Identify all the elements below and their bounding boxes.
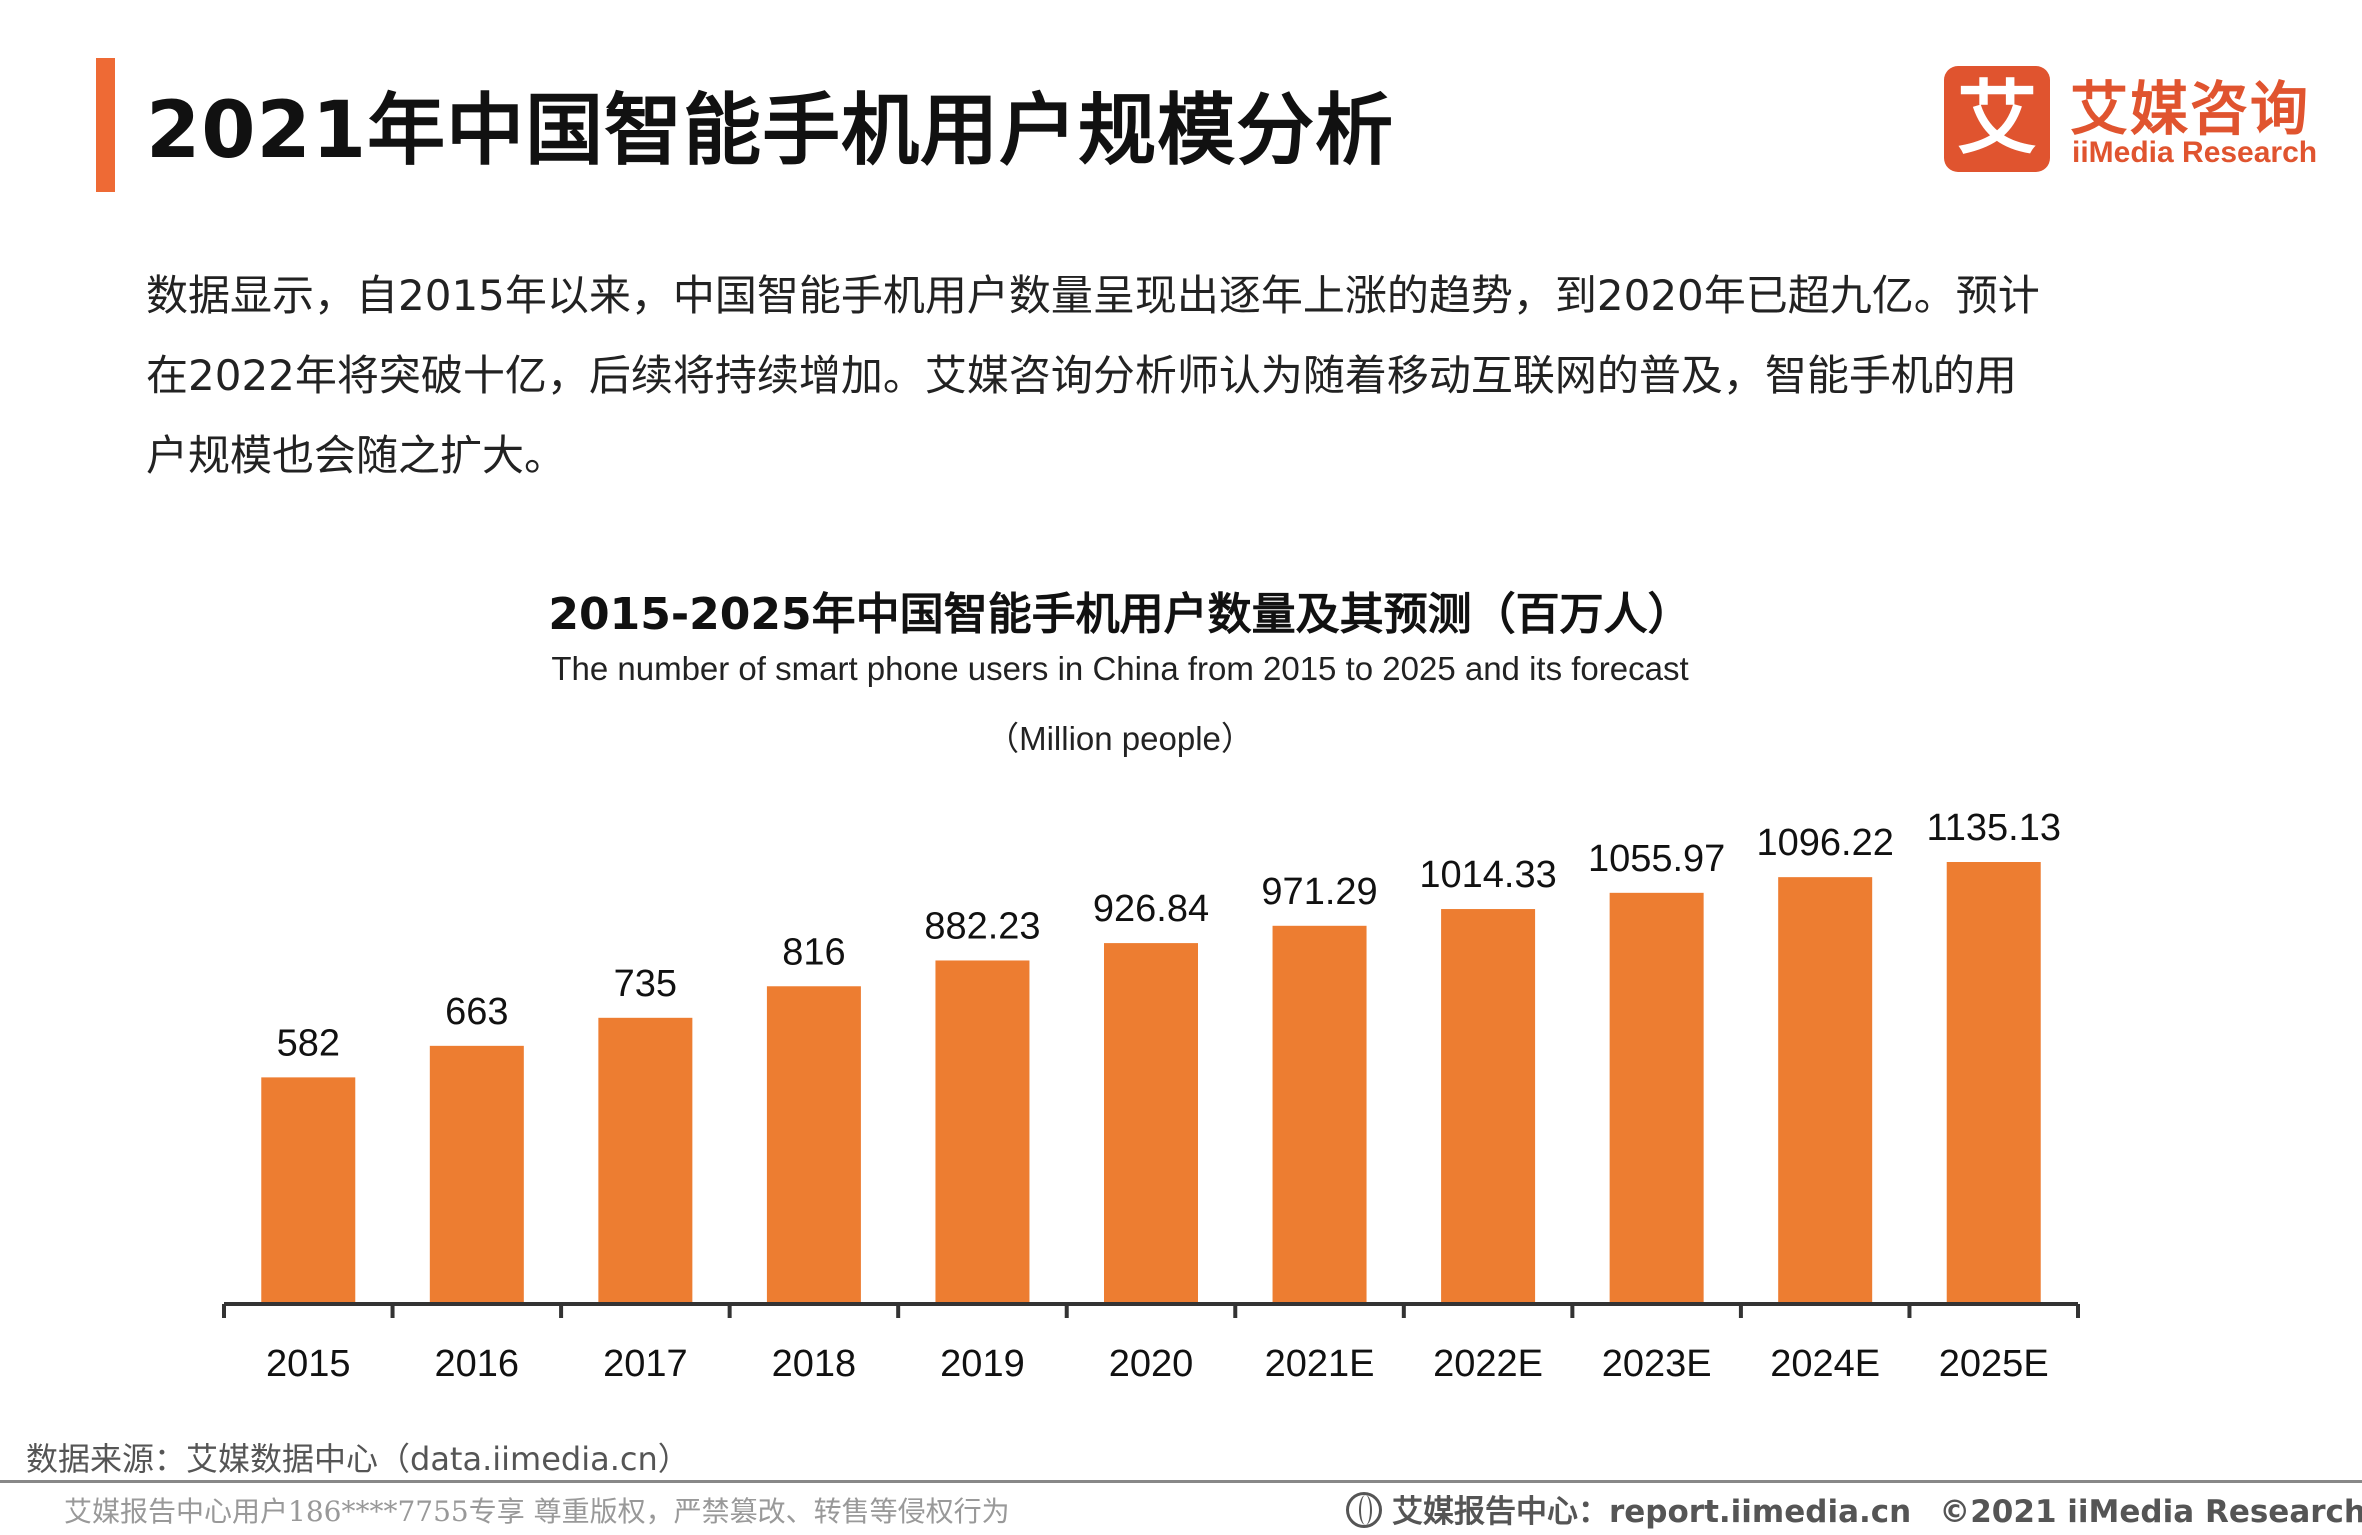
bar: [429, 1045, 524, 1304]
x-tick-label: 2024E: [1770, 1343, 1880, 1385]
copyright: ©2021 iiMedia Research Inc: [1939, 1494, 2362, 1530]
data-label: 1135.13: [1926, 807, 2061, 849]
bar-chart: 582 2015 663 2016 735 2017 816 2018 882.23 2019 92…: [222, 807, 2080, 1385]
data-label: 882.23: [924, 905, 1040, 947]
bar: [1104, 943, 1198, 1304]
x-tick-label: 2022E: [1433, 1343, 1543, 1385]
description-line: 户规模也会随之扩大。: [146, 431, 567, 480]
bar: [1272, 925, 1367, 1304]
description: 数据显示，自2015年以来，中国智能手机用户数量呈现出逐年上涨的趋势，到2020…: [146, 256, 2146, 496]
x-tick-label: 2017: [603, 1343, 688, 1385]
bar: [766, 986, 861, 1304]
bar: [261, 1077, 356, 1304]
bar: [1946, 862, 2041, 1304]
page-title: 2021年中国智能手机用户规模分析: [146, 86, 1395, 176]
chart-subtitle: The number of smart phone users in China…: [551, 650, 1689, 687]
logo-chinese-name: 艾媒咨询: [2070, 75, 2311, 143]
x-tick-label: 2025E: [1939, 1343, 2049, 1385]
footer-divider: [0, 1480, 2362, 1483]
description-line: 数据显示，自2015年以来，中国智能手机用户数量呈现出逐年上涨的趋势，到2020…: [146, 271, 2040, 320]
data-label: 1055.97: [1588, 838, 1725, 880]
chart-title: 2015-2025年中国智能手机用户数量及其预测（百万人）: [548, 589, 1692, 640]
description-line: 在2022年将突破十亿，后续将持续增加。艾媒咨询分析师认为随着移动互联网的普及，…: [146, 351, 2017, 400]
data-label: 663: [445, 991, 508, 1033]
x-tick-label: 2015: [266, 1343, 351, 1385]
data-label: 926.84: [1093, 888, 1209, 930]
bar: [1441, 909, 1536, 1304]
globe-icon: [1346, 1492, 1382, 1528]
data-label: 816: [782, 931, 845, 973]
footer-copyright-notice: 艾媒报告中心用户186****7755专享 尊重版权，严禁篡改、转售等侵权行为: [64, 1495, 1010, 1528]
logo-mark-icon: 艾: [1944, 66, 2050, 172]
x-tick-label: 2021E: [1265, 1343, 1375, 1385]
title-accent-bar: [96, 58, 115, 192]
x-tick-label: 2018: [772, 1343, 857, 1385]
x-tick-label: 2020: [1109, 1343, 1194, 1385]
bar: [1609, 892, 1704, 1304]
bar: [935, 960, 1030, 1304]
bar: [1778, 877, 1873, 1304]
report-center-link[interactable]: 艾媒报告中心：report.iimedia.cn: [1392, 1494, 1912, 1530]
data-source: 数据来源：艾媒数据中心（data.iimedia.cn）: [26, 1440, 690, 1478]
footer-report-center: 艾媒报告中心：report.iimedia.cn ©2021 iiMedia Re…: [1346, 1486, 2362, 1531]
chart-unit-label: （Million people）: [986, 720, 1254, 757]
data-label: 971.29: [1261, 871, 1377, 913]
x-tick-label: 2019: [940, 1343, 1025, 1385]
data-label: 735: [614, 963, 677, 1005]
data-label: 1014.33: [1419, 854, 1556, 896]
x-tick-label: 2016: [435, 1343, 520, 1385]
x-tick-label: 2023E: [1602, 1343, 1712, 1385]
data-label: 1096.22: [1756, 822, 1893, 864]
bar: [598, 1017, 693, 1304]
iimedia-logo: 艾 艾媒咨询 iiMedia Research: [1944, 66, 2320, 176]
logo-english-name: iiMedia Research: [2072, 136, 2318, 169]
data-label: 582: [277, 1022, 340, 1064]
